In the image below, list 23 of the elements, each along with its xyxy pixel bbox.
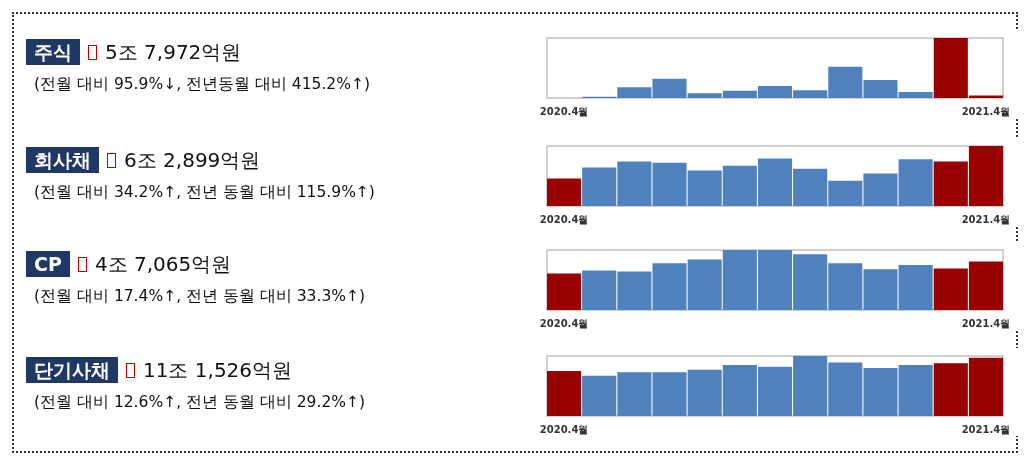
text: (전월 대비 12.6%↑, 전년 동월 대비 29.2%↑) [34, 392, 367, 413]
bar [547, 371, 582, 416]
x-tick-label: 2021.4월 [961, 105, 1011, 117]
x-tick-label: 2020.4월 [539, 423, 589, 435]
text: 4조 7,065억원 [94, 250, 232, 278]
x-tick-label: 2021.4월 [961, 317, 1011, 329]
x-tick-label: 2021.4월 [961, 213, 1011, 225]
bar [547, 273, 582, 310]
x-tick-label: 2021.4월 [961, 423, 1011, 435]
text: (전월 대비 95.9%↓, 전년동월 대비 415.2%↑) [34, 74, 371, 95]
bar [547, 178, 582, 206]
text: 단기사채 [26, 357, 118, 383]
text: CP [26, 251, 70, 277]
text: 11조 1,526억원 [143, 356, 293, 384]
x-tick-label: 2020.4월 [539, 317, 589, 329]
x-tick-label: 2020.4월 [539, 213, 589, 225]
text: 주식 [26, 39, 80, 65]
x-tick-label: 2020.4월 [539, 105, 589, 117]
text: 5조 7,972억원 [105, 38, 242, 66]
text: 6조 2,899억원 [124, 146, 261, 174]
text: (전월 대비 17.4%↑, 전년 동월 대비 33.3%↑) [34, 286, 367, 307]
text: (전월 대비 34.2%↑, 전년 동월 대비 115.9%↑) [34, 182, 376, 203]
text: 회사채 [26, 147, 99, 173]
